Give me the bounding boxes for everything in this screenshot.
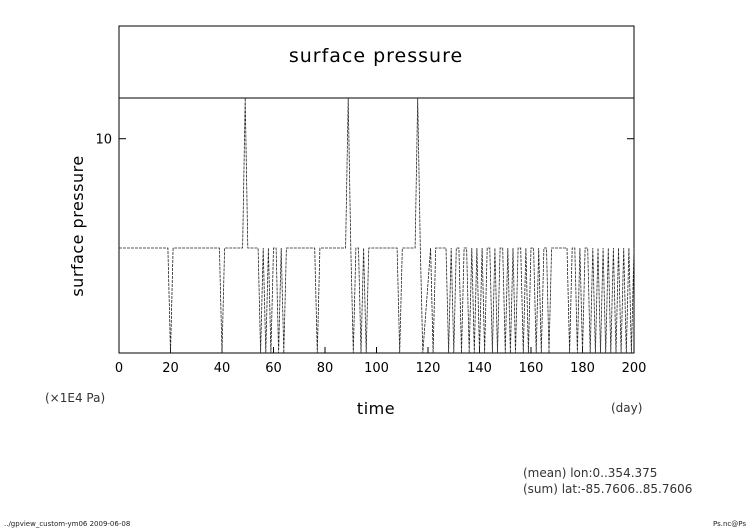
y-unit-label: (×1E4 Pa) [45, 391, 105, 405]
y-tick-label: 10 [95, 133, 112, 148]
plot-frame [118, 25, 635, 354]
x-tick-label: 40 [214, 361, 231, 376]
mean-annotation: (mean) lon:0..354.375 [523, 466, 657, 480]
x-tick-label: 120 [416, 361, 441, 376]
x-tick-label: 180 [570, 361, 595, 376]
footer-left: ../gpview_custom-ym06 2009-06-08 [4, 520, 130, 528]
footer-right: Ps.nc@Ps [713, 520, 746, 528]
x-tick-label: 200 [622, 361, 647, 376]
x-unit-label: (day) [611, 401, 642, 415]
x-tick-label: 160 [519, 361, 544, 376]
chart-title: surface pressure [289, 45, 463, 67]
x-tick-label: 0 [115, 361, 123, 376]
y-axis-title: surface pressure [68, 155, 87, 296]
x-tick-label: 20 [162, 361, 179, 376]
sum-annotation: (sum) lat:-85.7606..85.7606 [523, 482, 692, 496]
x-tick-label: 140 [467, 361, 492, 376]
y-ticks: 10 [95, 133, 634, 148]
x-tick-label: 80 [317, 361, 334, 376]
x-ticks: 0 20 40 60 80 100 120 140 160 180 200 [115, 347, 647, 376]
x-tick-label: 60 [265, 361, 282, 376]
x-tick-label: 100 [364, 361, 389, 376]
x-axis-title: time [357, 399, 395, 418]
series-line [119, 97, 635, 354]
